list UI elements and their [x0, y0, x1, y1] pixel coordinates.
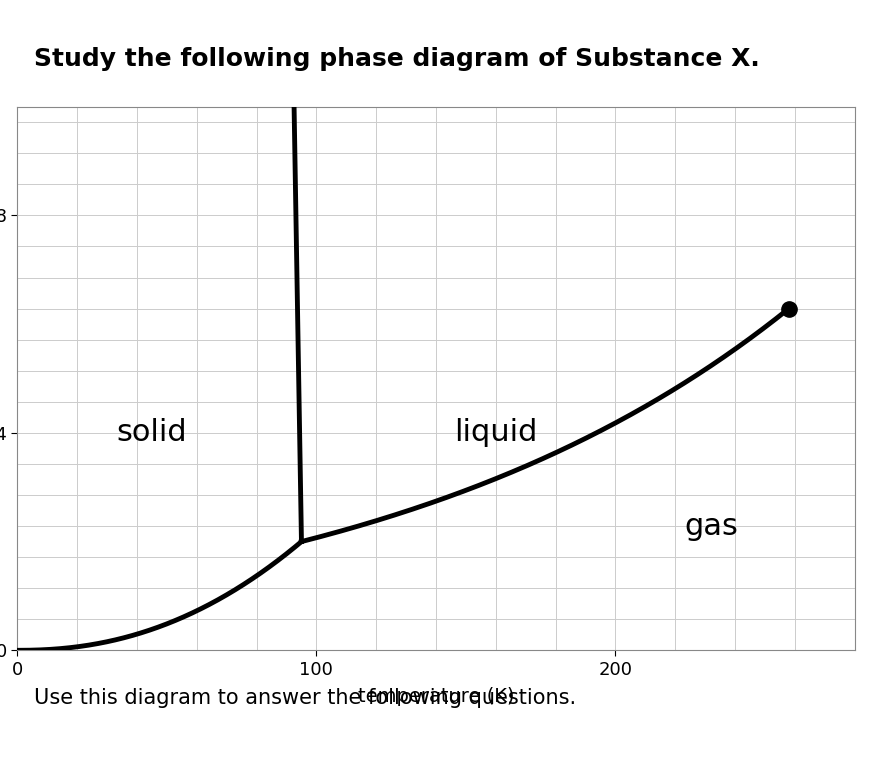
Text: liquid: liquid — [454, 419, 537, 447]
Text: solid: solid — [117, 419, 187, 447]
X-axis label: temperature (K): temperature (K) — [358, 687, 514, 706]
Text: Use this diagram to answer the following questions.: Use this diagram to answer the following… — [34, 688, 576, 708]
Text: gas: gas — [685, 512, 738, 540]
Text: Study the following phase diagram of Substance X.: Study the following phase diagram of Sub… — [34, 47, 760, 71]
